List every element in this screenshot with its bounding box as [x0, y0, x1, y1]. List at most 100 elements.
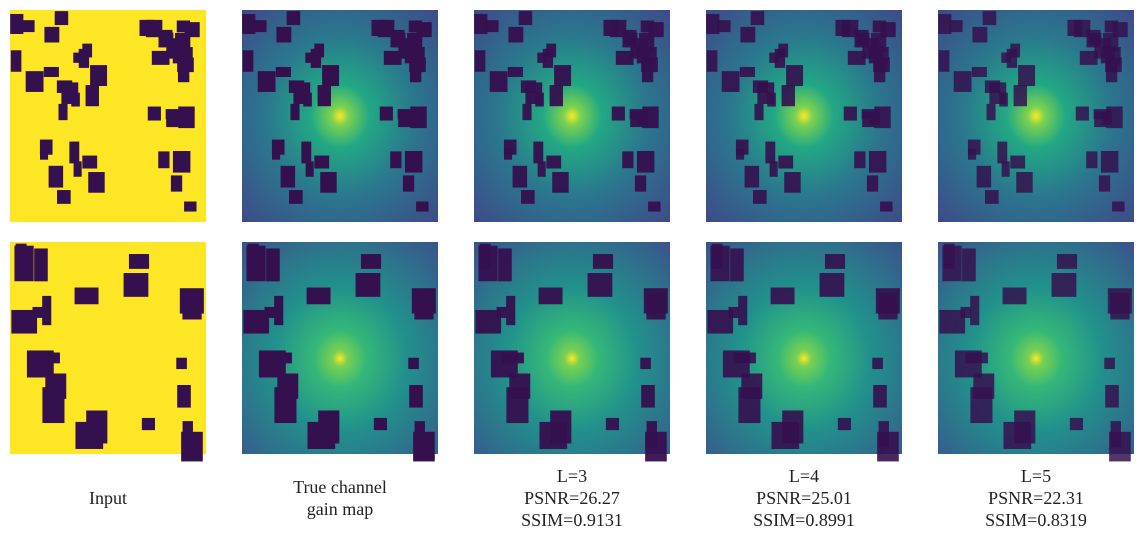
building	[311, 49, 321, 68]
building	[738, 296, 747, 325]
building	[1105, 385, 1119, 408]
building	[771, 288, 795, 305]
building	[1003, 288, 1027, 305]
building	[986, 104, 995, 120]
building	[34, 248, 48, 281]
building	[253, 20, 266, 32]
building	[485, 20, 498, 32]
building	[1094, 112, 1106, 127]
building	[182, 293, 201, 319]
caption-line: L=5	[1021, 466, 1051, 486]
building	[753, 190, 767, 204]
building	[307, 422, 335, 449]
building	[869, 151, 886, 173]
building	[1007, 49, 1017, 68]
building	[867, 175, 878, 191]
building	[1002, 161, 1010, 176]
building	[961, 307, 971, 318]
building	[738, 387, 760, 423]
building	[49, 166, 64, 188]
building	[707, 50, 718, 71]
building	[878, 293, 897, 319]
building	[177, 385, 191, 408]
building	[178, 62, 189, 82]
building	[398, 112, 410, 127]
building	[848, 51, 866, 65]
building	[854, 151, 865, 168]
building	[879, 421, 889, 447]
building	[778, 156, 793, 169]
building	[183, 421, 193, 447]
building	[272, 149, 280, 160]
building	[416, 202, 428, 212]
caption-line: PSNR=22.31	[988, 488, 1084, 508]
building	[539, 422, 567, 449]
building	[259, 350, 286, 377]
building	[290, 104, 299, 120]
caption-line: SSIM=0.8319	[985, 510, 1087, 530]
building	[14, 246, 33, 282]
building	[90, 65, 107, 86]
caption-line: True channel	[293, 477, 387, 497]
building	[79, 49, 89, 68]
building	[42, 296, 51, 325]
building	[730, 248, 744, 281]
building	[519, 11, 533, 25]
building	[872, 358, 883, 369]
building	[642, 62, 653, 82]
caption-line: SSIM=0.8991	[753, 510, 855, 530]
image-panel	[706, 10, 902, 222]
building	[281, 166, 296, 188]
building	[86, 85, 99, 106]
building	[27, 350, 54, 377]
building	[525, 82, 542, 104]
building	[612, 107, 625, 121]
building	[265, 307, 275, 318]
building	[142, 418, 155, 430]
building	[307, 288, 331, 305]
building	[838, 418, 851, 430]
building	[723, 350, 750, 377]
building	[184, 202, 196, 212]
building	[1099, 175, 1110, 191]
image-panel	[10, 10, 206, 222]
building	[55, 11, 69, 25]
building	[258, 71, 276, 92]
building	[765, 142, 775, 164]
image-panel	[474, 10, 670, 222]
building	[588, 273, 613, 297]
building	[786, 65, 803, 86]
building	[784, 172, 800, 193]
building	[603, 20, 618, 36]
building	[301, 142, 311, 164]
building	[1112, 202, 1124, 212]
building	[274, 387, 296, 423]
building	[554, 65, 571, 86]
building	[1018, 65, 1035, 86]
building	[356, 273, 381, 297]
building	[754, 104, 763, 120]
building	[757, 82, 774, 104]
building	[1016, 172, 1032, 193]
image-panel	[242, 10, 438, 222]
building	[862, 112, 874, 127]
building	[1101, 151, 1118, 173]
building	[74, 161, 82, 176]
building	[124, 273, 149, 297]
building	[972, 27, 987, 43]
building	[508, 67, 523, 77]
building	[61, 82, 78, 104]
building	[647, 421, 657, 447]
building	[522, 104, 531, 120]
building	[751, 11, 765, 25]
building	[745, 166, 760, 188]
building	[405, 151, 422, 173]
building	[1110, 293, 1129, 319]
caption-line: gain map	[307, 499, 373, 519]
building	[21, 20, 34, 32]
building	[1104, 358, 1115, 369]
building	[243, 50, 254, 71]
building	[546, 156, 561, 169]
building	[88, 172, 104, 193]
building	[82, 156, 97, 169]
